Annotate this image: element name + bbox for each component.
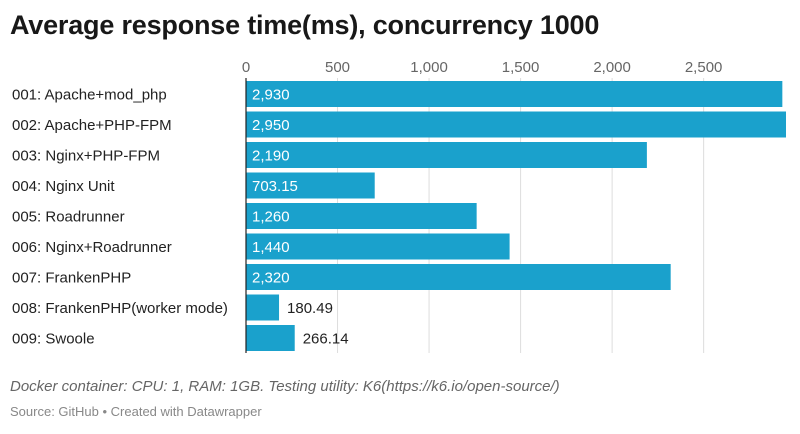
bars: 2,930 2,950 2,190 703.15 1,260 1,440 2,320 180.… [246, 81, 786, 351]
bar [246, 172, 375, 199]
chart-source: Source: GitHub • Created with Datawrappe… [10, 404, 262, 419]
category-label: 005: Roadrunner [12, 209, 125, 226]
category-labels: 001: Apache+mod_php 002: Apache+PHP-FPM 00… [12, 87, 228, 348]
bar-value-label: 2,950 [252, 117, 290, 134]
bar [246, 294, 280, 321]
category-label: 007: FrankenPHP [12, 270, 131, 287]
chart-note: Docker container: CPU: 1, RAM: 1GB. Test… [10, 378, 560, 395]
x-tick-label: 1,000 [410, 59, 448, 76]
bar-value-label: 703.15 [252, 178, 298, 195]
category-label: 002: Apache+PHP-FPM [12, 117, 172, 134]
bar-chart: 0 500 1,000 1,500 2,000 2,500 2,930 2,950 2,190… [12, 59, 786, 353]
category-label: 004: Nginx Unit [12, 178, 115, 195]
x-axis-ticks: 0 500 1,000 1,500 2,000 2,500 [242, 59, 723, 76]
bar [246, 264, 671, 290]
bar [246, 111, 786, 138]
bar [246, 81, 783, 107]
bar [246, 233, 510, 260]
bar-value-label: 2,320 [252, 270, 290, 287]
x-tick-label: 2,500 [685, 59, 723, 76]
category-label: 006: Nginx+Roadrunner [12, 239, 172, 256]
bar-value-label: 1,440 [252, 239, 290, 256]
x-tick-label: 0 [242, 59, 250, 76]
category-label: 003: Nginx+PHP-FPM [12, 148, 160, 165]
bar-value-label: 180.49 [287, 300, 333, 317]
bar-value-label: 2,930 [252, 87, 290, 104]
bar [246, 142, 647, 168]
x-tick-label: 2,000 [593, 59, 631, 76]
bar-value-label: 2,190 [252, 148, 290, 165]
bar-value-label: 266.14 [303, 331, 349, 348]
x-tick-label: 1,500 [502, 59, 540, 76]
category-label: 008: FrankenPHP(worker mode) [12, 300, 228, 317]
chart-title: Average response time(ms), concurrency 1… [10, 10, 600, 40]
bar [246, 203, 477, 229]
x-tick-label: 500 [325, 59, 350, 76]
category-label: 001: Apache+mod_php [12, 87, 167, 104]
category-label: 009: Swoole [12, 331, 95, 348]
bar-value-label: 1,260 [252, 209, 290, 226]
bar [246, 325, 295, 351]
